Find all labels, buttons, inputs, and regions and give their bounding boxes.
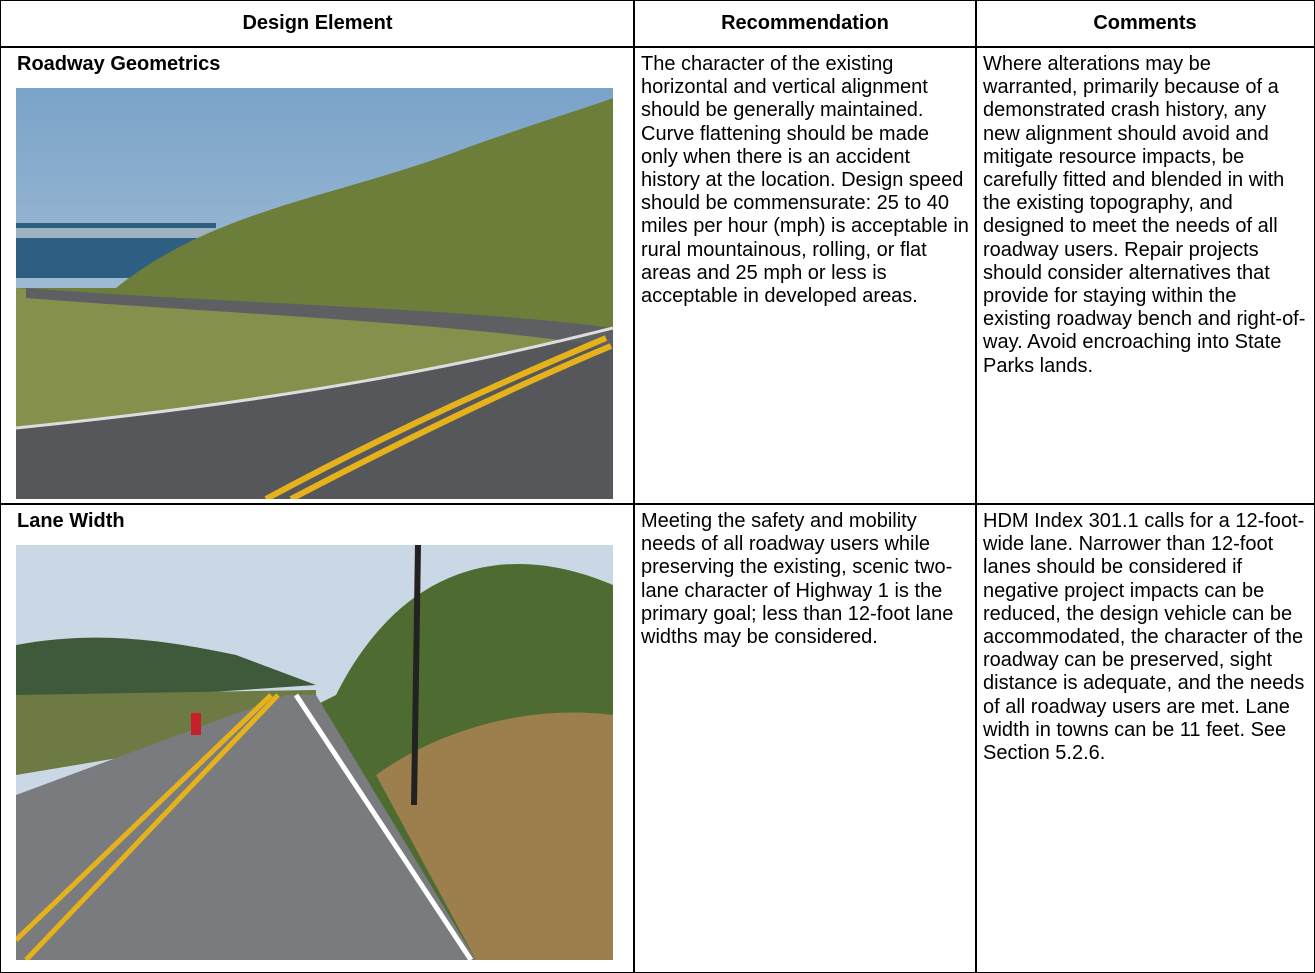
table-cell: Where alterations may be warranted, prim… (975, 46, 1315, 505)
lane-photo (16, 545, 613, 960)
table-cell: Roadway Geometrics (0, 46, 635, 505)
table-cell: Meeting the safety and mobility needs of… (633, 503, 977, 973)
row-title: Roadway Geometrics (17, 53, 221, 75)
header-cell: Design Element (0, 0, 635, 48)
table-cell: HDM Index 301.1 calls for a 12-foot-wide… (975, 503, 1315, 973)
row-title: Lane Width (17, 510, 125, 532)
header-cell: Recommendation (633, 0, 977, 48)
header-cell: Comments (975, 0, 1315, 48)
table-cell: The character of the existing horizontal… (633, 46, 977, 505)
roadway-photo (16, 88, 613, 499)
